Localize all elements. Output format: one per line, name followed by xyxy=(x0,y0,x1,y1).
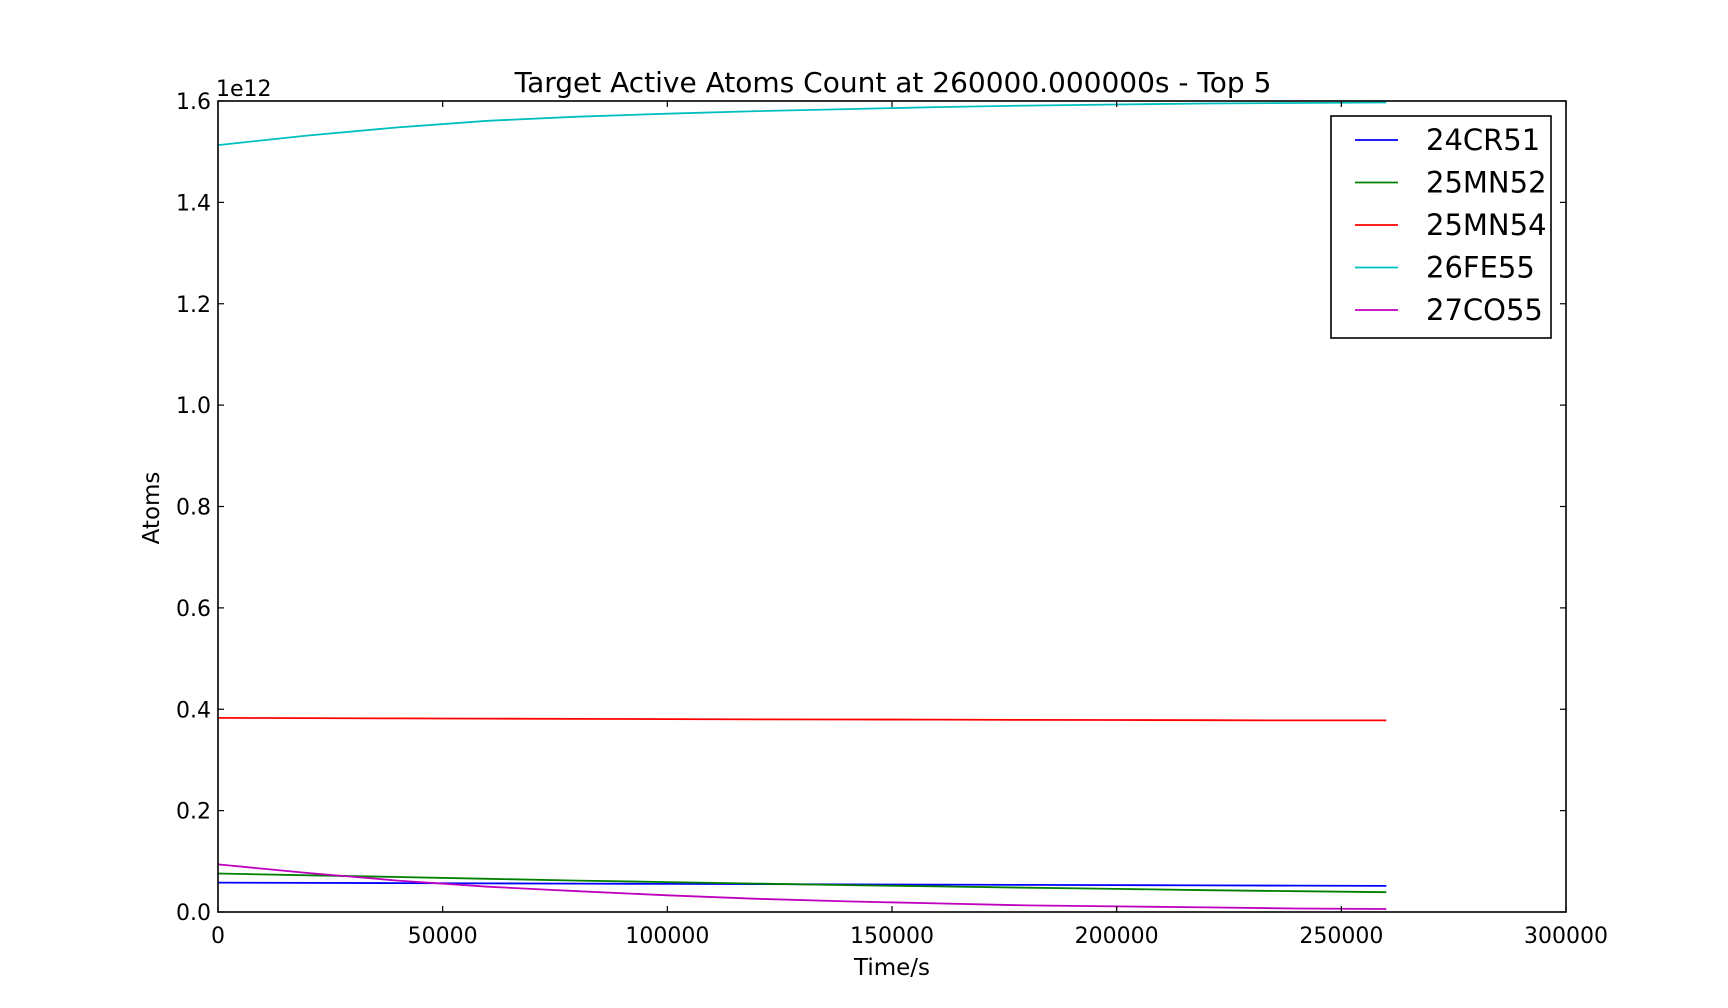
y-tick-label: 0.4 xyxy=(176,698,211,723)
series-layer xyxy=(217,101,1387,910)
series-line-25mn52 xyxy=(217,872,1387,894)
y-tick-label: 0.8 xyxy=(176,496,211,521)
x-tick-label: 50000 xyxy=(408,924,478,949)
legend: 24CR51 25MN52 25MN54 26FE55 27CO55 xyxy=(1330,115,1552,339)
x-tick-label: 100000 xyxy=(625,924,709,949)
y-axis: 0.0 0.2 0.4 0.6 0.8 1.0 1.2 1.4 1.6 xyxy=(176,90,1566,926)
x-tick-label: 250000 xyxy=(1299,924,1383,949)
x-tick-label: 200000 xyxy=(1075,924,1159,949)
series-line-25mn54 xyxy=(217,717,1387,722)
legend-label: 25MN52 xyxy=(1426,166,1547,200)
x-axis: 0 50000 100000 150000 200000 250000 300000 xyxy=(211,101,1608,949)
x-tick-label: 300000 xyxy=(1524,924,1608,949)
y-tick-label: 0.6 xyxy=(176,597,211,622)
x-tick-label: 150000 xyxy=(850,924,934,949)
x-axis-label: Time/s xyxy=(853,955,930,981)
y-tick-label: 1.6 xyxy=(176,90,211,115)
legend-label: 24CR51 xyxy=(1426,123,1540,157)
y-tick-label: 0.0 xyxy=(176,901,211,926)
legend-box xyxy=(1330,115,1552,339)
legend-items: 24CR51 25MN52 25MN54 26FE55 27CO55 xyxy=(1355,123,1547,327)
series-line-27co55 xyxy=(217,863,1387,910)
x-tick-label: 0 xyxy=(211,924,225,949)
series-line-26fe55 xyxy=(217,101,1387,146)
legend-label: 27CO55 xyxy=(1426,293,1543,327)
y-axis-label: Atoms xyxy=(139,472,165,545)
chart-title: Target Active Atoms Count at 260000.0000… xyxy=(514,66,1272,99)
legend-label: 26FE55 xyxy=(1426,251,1535,285)
y-axis-offset-label: 1e12 xyxy=(216,77,272,102)
y-tick-label: 1.4 xyxy=(176,191,211,216)
y-tick-label: 0.2 xyxy=(176,800,211,825)
legend-label: 25MN54 xyxy=(1426,208,1547,242)
y-tick-label: 1.0 xyxy=(176,394,211,419)
y-tick-label: 1.2 xyxy=(176,293,211,318)
